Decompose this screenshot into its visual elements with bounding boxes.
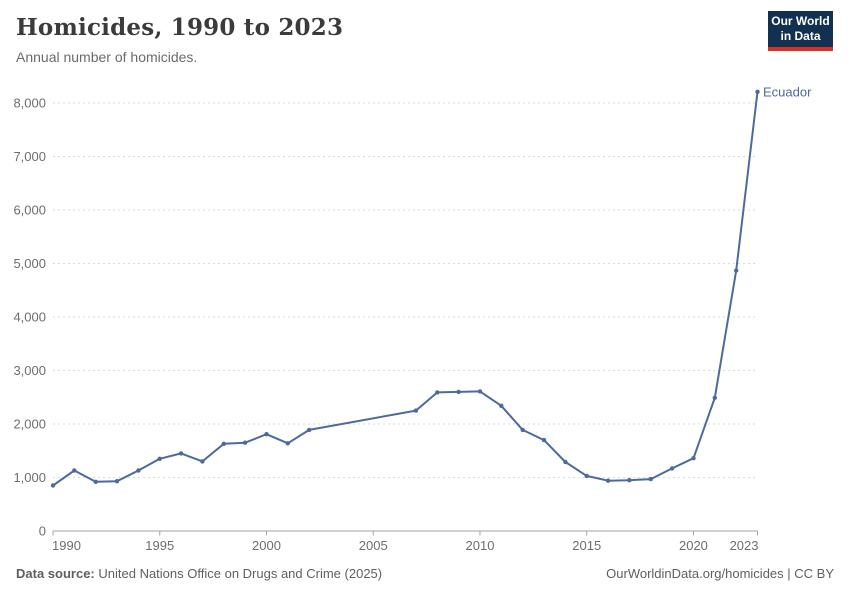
y-axis-tick-label: 2,000 [13,417,46,432]
data-point [669,466,675,471]
data-source-text: United Nations Office on Drugs and Crime… [98,566,383,581]
y-axis-tick-label: 0 [39,524,46,539]
data-point [200,459,205,464]
owid-logo-line2: in Data [780,29,821,43]
x-axis-tick-label: 2020 [679,538,708,553]
y-axis-tick-label: 8,000 [13,96,46,111]
y-axis-tick-label: 6,000 [13,203,46,218]
y-axis-tick-label: 1,000 [13,470,46,485]
data-source-label: Data source: [16,566,95,581]
data-point [627,478,632,483]
data-source-note: Data source: United Nations Office on Dr… [16,566,382,581]
x-axis-tick-label: 1995 [145,538,174,553]
data-point [307,427,312,433]
owid-logo-line1: Our World [771,14,830,28]
y-axis-tick-label: 7,000 [13,149,46,164]
data-point [413,408,419,413]
owid-logo: Our World in Data [768,11,833,51]
x-axis-tick-label: 2000 [252,538,281,553]
data-point [264,432,269,437]
data-point [605,478,611,483]
footer-credit-link[interactable]: OurWorldinData.org/homicides | CC BY [606,566,834,581]
data-point [178,451,184,456]
x-axis-tick-label: 1990 [52,538,81,553]
data-point [477,389,483,394]
data-point [93,479,98,484]
data-point [285,441,290,446]
series-end-label: Ecuador [763,84,812,99]
x-axis-tick-label: 2023 [730,538,759,553]
data-point [691,456,696,461]
data-point [563,459,568,465]
data-point [114,479,120,484]
x-axis-tick-label: 2010 [466,538,495,553]
y-axis-tick-label: 3,000 [13,363,46,378]
chart-subtitle: Annual number of homicides. [16,49,198,65]
data-point [520,427,525,433]
data-point [221,441,226,446]
data-point [50,483,56,488]
data-point [456,389,461,395]
y-axis-tick-label: 5,000 [13,256,46,271]
data-point [72,468,77,473]
trend-line [52,90,759,487]
page-title: Homicides, 1990 to 2023 [16,14,344,41]
data-point [242,440,248,445]
data-point [648,476,653,482]
data-point [499,403,504,408]
data-point [136,468,141,473]
x-axis-tick-label: 2005 [359,538,388,553]
y-axis-tick-label: 4,000 [13,310,46,325]
data-point [541,437,547,443]
data-point [435,390,440,395]
x-axis-tick-label: 2015 [572,538,601,553]
chart-header: Homicides, 1990 to 2023 Annual number of… [16,14,343,65]
data-point [734,268,739,273]
chart-footer: Data source: United Nations Office on Dr… [16,566,834,581]
data-point [712,395,717,400]
data-point [755,89,760,95]
data-point [584,473,589,479]
data-point [157,456,162,461]
